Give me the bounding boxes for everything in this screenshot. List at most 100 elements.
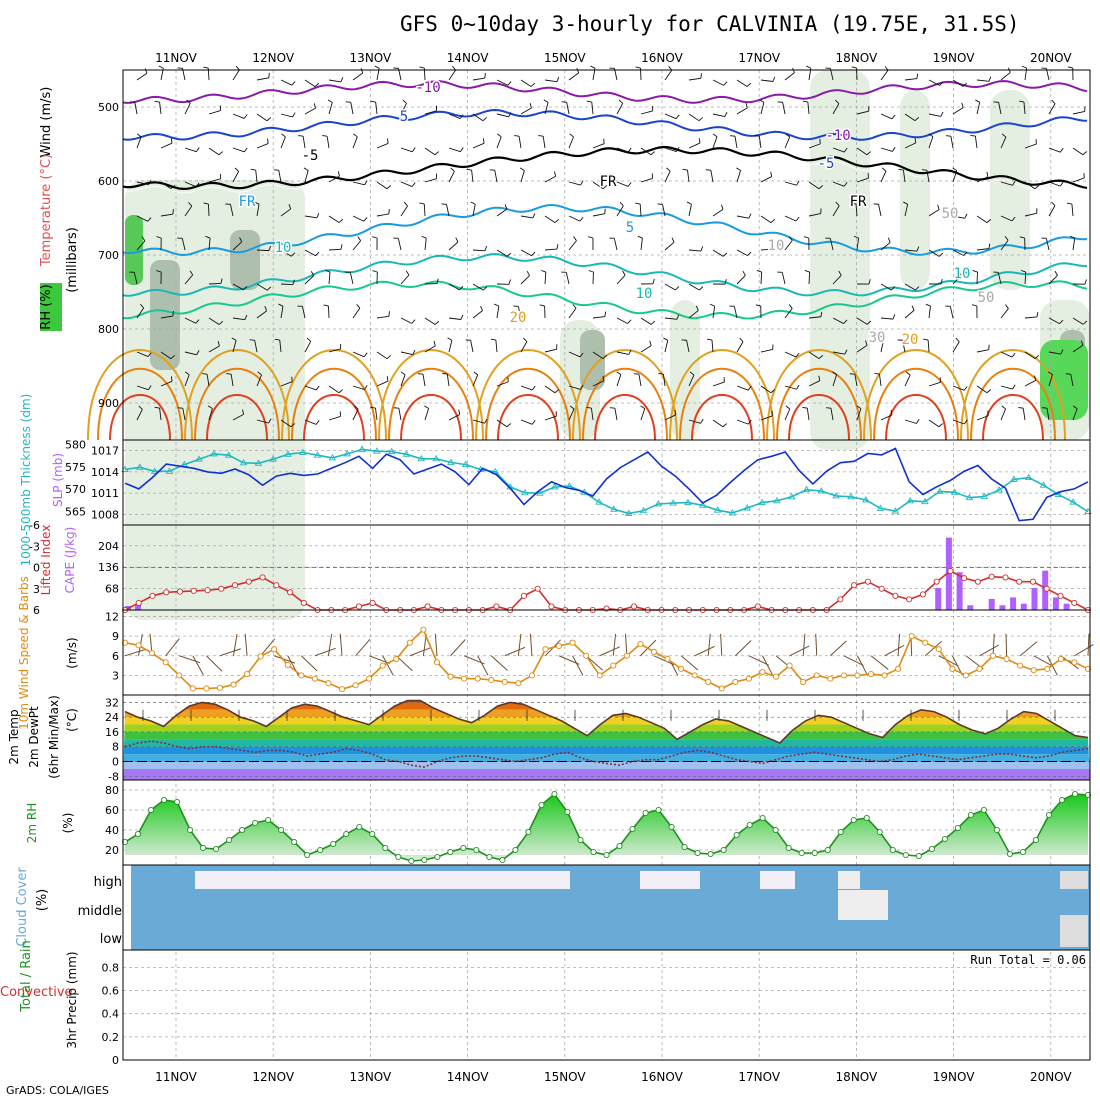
upper-wind-barb-flag xyxy=(433,340,436,346)
thickness-line-marker xyxy=(150,467,159,474)
wind10-speed-line-marker xyxy=(461,675,468,682)
upper-wind-barb-flag xyxy=(940,278,943,285)
upper-wind-barb xyxy=(688,204,692,217)
upper-wind-barb xyxy=(664,283,676,291)
upper-wind-barb-flag xyxy=(706,338,713,341)
thickness-line-marker xyxy=(254,459,263,466)
upper-wind-barb-flag xyxy=(988,76,992,82)
rh-shade-green xyxy=(125,215,143,285)
rh-line-marker xyxy=(993,826,1000,834)
upper-wind-barb-flag xyxy=(290,423,296,428)
upper-wind-barb-flag xyxy=(580,180,584,186)
upper-wind-barb-flag xyxy=(424,405,429,409)
thickness-line-marker xyxy=(728,509,737,516)
upper-wind-barb xyxy=(520,215,533,219)
upper-wind-barb xyxy=(1024,380,1036,387)
upper-wind-barb xyxy=(902,340,906,353)
upper-wind-barb xyxy=(208,110,221,115)
upper-wind-barb xyxy=(1048,351,1061,355)
upper-wind-barb xyxy=(230,374,234,387)
date-label-top: 13NOV xyxy=(350,51,392,65)
thickness-ylabel: 1000-500mb Thickness (dm) xyxy=(19,394,33,567)
upper-wind-barb xyxy=(208,238,211,251)
wind10-speed-line-marker xyxy=(664,655,671,663)
upper-wind-barb-flag xyxy=(958,270,962,276)
upper-wind-barb xyxy=(904,78,917,81)
upper-wind-barb-flag xyxy=(700,246,704,252)
lifted-index-line-marker xyxy=(163,589,170,596)
rh-line-marker xyxy=(226,836,233,844)
lifted-index-line-marker xyxy=(961,575,968,582)
upper-wind-barb-flag xyxy=(242,409,245,415)
upper-wind-barb xyxy=(592,143,605,149)
upper-wind-barb xyxy=(328,248,342,251)
upper-wind-barb xyxy=(1022,408,1026,421)
upper-wind-barb xyxy=(304,419,317,425)
upper-wind-barb xyxy=(352,215,364,222)
upper-wind-barb xyxy=(304,275,315,285)
contour-30 xyxy=(982,394,1044,441)
upper-wind-barb-flag xyxy=(649,340,652,346)
slp-tick-label: 1008 xyxy=(91,508,119,521)
wind10-barb xyxy=(219,648,241,657)
rh-line-marker xyxy=(343,830,350,838)
thickness-line-marker xyxy=(1069,498,1077,505)
upper-wind-barb-flag xyxy=(156,270,162,273)
upper-wind-barb-flag xyxy=(530,82,536,87)
upper-wind-barb xyxy=(1000,136,1007,149)
rh-tick-label: 20 xyxy=(105,844,119,857)
upper-wind-barb-flag xyxy=(370,406,376,409)
upper-wind-barb-flag xyxy=(540,269,546,273)
upper-wind-barb xyxy=(280,249,292,257)
upper-wind-barb-flag xyxy=(964,213,968,219)
temp-band xyxy=(123,731,1090,740)
wind10-speed-line-marker xyxy=(976,665,983,672)
upper-wind-barb xyxy=(496,306,500,319)
upper-wind-barb-flag xyxy=(961,102,964,108)
upper-wind-barb xyxy=(496,136,502,149)
wind10-speed-line-marker xyxy=(420,626,427,633)
upper-wind-barb xyxy=(928,249,940,257)
wind10-speed-line-marker xyxy=(908,633,915,640)
upper-wind-barb-flag xyxy=(310,271,315,276)
rh-legend-swatch xyxy=(40,283,62,331)
rh-line-marker xyxy=(772,826,779,834)
upper-wind-barb-flag xyxy=(170,376,173,382)
lifted-index-line-marker xyxy=(424,603,431,610)
rh-line-marker xyxy=(954,824,961,832)
thickness-line-marker xyxy=(387,447,396,455)
lifted-index-line-marker xyxy=(1029,578,1037,585)
upper-wind-barb xyxy=(904,249,917,252)
upper-wind-barb-flag xyxy=(675,286,680,291)
upper-wind-barb-flag xyxy=(795,216,800,222)
upper-wind-barb-flag xyxy=(412,147,416,153)
cape-bar xyxy=(135,605,141,610)
contour-25 xyxy=(388,367,474,441)
rh-line-marker xyxy=(681,843,688,851)
rh-line-marker xyxy=(1019,848,1026,856)
upper-wind-barb xyxy=(927,339,930,353)
upper-wind-barb xyxy=(448,171,455,183)
upper-wind-barb xyxy=(880,414,893,421)
cape-tick-label: 136 xyxy=(98,561,119,574)
contour-label: 20 xyxy=(902,332,919,348)
temp-ylabel: 2m Temp xyxy=(7,709,21,764)
rh-line-marker xyxy=(382,844,389,852)
upper-wind-barb-flag xyxy=(291,376,293,382)
upper-wind-barb xyxy=(472,374,479,387)
upper-wind-barb-flag xyxy=(754,135,760,137)
cloud-level-low: low xyxy=(100,932,123,947)
temp-band xyxy=(123,754,1090,762)
upper-wind-barb-flag xyxy=(523,337,528,342)
contour-30 xyxy=(594,394,656,441)
contour-10 xyxy=(122,252,1088,297)
wind10-barb xyxy=(653,655,675,666)
cape-bar xyxy=(988,598,995,610)
contour-15 xyxy=(122,280,1088,320)
upper-wind-barb xyxy=(1046,408,1050,421)
cloud-gap xyxy=(838,890,888,920)
upper-wind-barb-flag xyxy=(971,304,977,307)
rh-line-marker xyxy=(460,844,467,852)
thickness-line-marker xyxy=(743,504,752,511)
upper-wind-barb-flag xyxy=(356,304,361,309)
